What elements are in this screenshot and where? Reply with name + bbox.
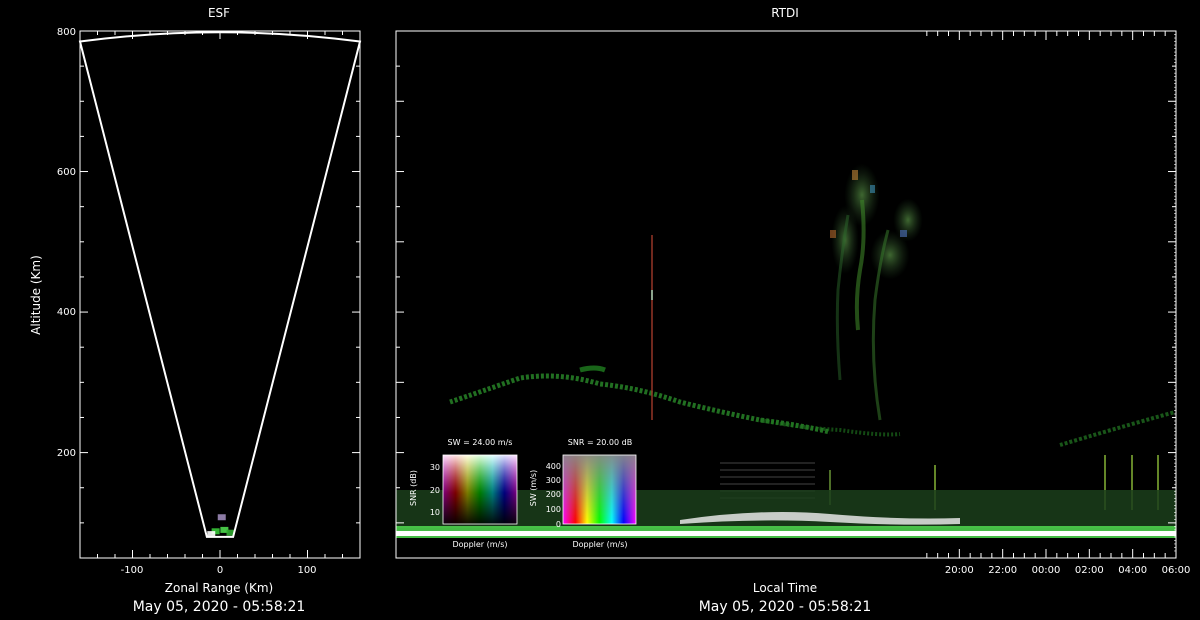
esf-echo-point xyxy=(217,514,226,521)
esf-y-tick-label: 800 xyxy=(57,27,76,38)
esf-y-tick-label: 600 xyxy=(57,167,76,178)
sw-legend-title: SW = 24.00 m/s xyxy=(448,438,513,447)
rtdi-title: RTDI xyxy=(771,6,799,20)
esf-echo-point xyxy=(220,526,229,533)
esf-x-tick-label: -100 xyxy=(121,565,144,576)
sw-legend-tick: 10 xyxy=(430,508,440,517)
snr-legend-tick: 200 xyxy=(546,490,561,499)
rtdi-x-axis-label: Local Time xyxy=(753,581,817,595)
snr-legend-title: SNR = 20.00 dB xyxy=(568,438,632,447)
rtdi-x-tick-label: 04:00 xyxy=(1118,565,1147,576)
sw-legend-x-label: Doppler (m/s) xyxy=(452,540,507,549)
esf-title: ESF xyxy=(208,6,230,20)
snr-legend: SNR = 20.00 dB 400 300 200 100 0 SW (m/s… xyxy=(529,438,637,549)
rtdi-echo-image xyxy=(396,163,1176,538)
sw-legend-tick: 30 xyxy=(430,463,440,472)
snr-legend-tick: 400 xyxy=(546,462,561,471)
esf-panel: ESF -100 0 100 200 400 600 800 Zonal Ran… xyxy=(29,6,362,615)
snr-legend-x-label: Doppler (m/s) xyxy=(572,540,627,549)
esf-x-tick-label: 0 xyxy=(217,565,223,576)
rtdi-panel: RTDI xyxy=(395,6,1190,615)
rtdi-x-tick-label: 20:00 xyxy=(945,565,974,576)
snr-legend-y-label: SW (m/s) xyxy=(529,470,538,506)
rtdi-bottomside-white-line xyxy=(396,531,1176,536)
sw-legend-y-label: SNR (dB) xyxy=(409,470,418,506)
snr-legend-tick: 0 xyxy=(556,520,561,529)
esf-y-tick-label: 400 xyxy=(57,307,76,318)
rtdi-vertical-streaks xyxy=(651,235,1159,510)
esf-x-tick-label: 100 xyxy=(297,565,316,576)
rtdi-white-band xyxy=(680,512,960,525)
esf-echo-layer xyxy=(207,514,235,538)
rtdi-x-tick-label: 22:00 xyxy=(988,565,1017,576)
rtdi-x-tick-label: 06:00 xyxy=(1162,565,1191,576)
rtdi-x-tick-label: 02:00 xyxy=(1075,565,1104,576)
rtdi-bottom-type-layer xyxy=(449,365,1176,447)
rtdi-tick-marks xyxy=(396,30,1177,558)
sw-legend: SW = 24.00 m/s 30 20 10 SNR (dB) Doppler… xyxy=(409,438,518,549)
esf-y-tick-label: 200 xyxy=(57,448,76,459)
snr-legend-tick: 300 xyxy=(546,476,561,485)
rtdi-valley-echoes xyxy=(396,490,1176,528)
rtdi-x-tick-labels: 20:00 22:00 00:00 02:00 04:00 06:00 xyxy=(945,565,1190,576)
esf-plot-frame xyxy=(79,30,361,559)
esf-echo-point xyxy=(226,529,235,536)
esf-echo-point xyxy=(211,528,220,535)
rtdi-timestamp: May 05, 2020 - 05:58:21 xyxy=(699,599,872,615)
esf-beam-fan xyxy=(78,31,362,538)
sw-legend-tick: 20 xyxy=(430,486,440,495)
rtdi-plume xyxy=(830,163,923,421)
esf-x-axis-label: Zonal Range (Km) xyxy=(165,581,273,595)
esf-echo-point xyxy=(207,531,216,538)
esf-timestamp: May 05, 2020 - 05:58:21 xyxy=(133,599,306,615)
rtdi-x-tick-label: 00:00 xyxy=(1032,565,1061,576)
esf-tick-marks xyxy=(79,30,361,558)
esf-y-axis-label: Altitude (Km) xyxy=(29,255,43,335)
snr-legend-tick: 100 xyxy=(546,505,561,514)
